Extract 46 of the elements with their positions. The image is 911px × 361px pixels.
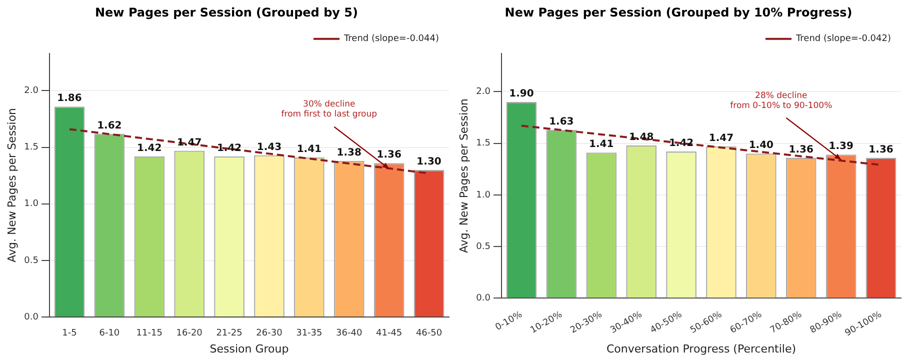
- annotation: 28% decline from 0-10% to 90-100%: [730, 90, 832, 111]
- x-tick-label: 31-35: [296, 328, 322, 339]
- y-tick-label: 2.0: [24, 86, 39, 96]
- x-axis-title: Conversation Progress (Percentile): [606, 342, 796, 356]
- data-label: 1.39: [828, 141, 854, 152]
- x-tick-label: 6-10: [99, 328, 120, 339]
- y-tick-label: 2.0: [476, 86, 491, 97]
- data-label: 1.90: [509, 88, 534, 100]
- y-tick-label: 0.5: [476, 242, 491, 252]
- y-tick-label: 1.0: [24, 199, 39, 210]
- data-label: 1.41: [589, 139, 614, 150]
- legend-label: Trend (slope=-0.044): [342, 34, 439, 44]
- y-tick-label: 1.5: [24, 142, 39, 153]
- data-label: 1.40: [748, 140, 774, 152]
- data-label: 1.36: [788, 144, 814, 156]
- data-label: 1.36: [376, 150, 402, 161]
- y-tick-label: 1.0: [476, 190, 491, 200]
- x-tick-label: 46-50: [416, 328, 442, 339]
- y-tick-label: 0.0: [476, 294, 491, 304]
- data-label: 1.30: [416, 156, 442, 168]
- annotation: 30% decline from first to last group: [281, 100, 378, 120]
- y-tick-label: 0.5: [24, 256, 39, 266]
- data-label: 1.43: [256, 142, 282, 153]
- x-tick-label: 21-25: [216, 328, 242, 339]
- legend-label: Trend (slope=-0.042): [794, 34, 891, 44]
- data-label: 1.42: [137, 142, 162, 154]
- x-tick-label: 26-30: [256, 328, 283, 339]
- data-label: 1.47: [708, 132, 734, 144]
- x-tick-label: 36-40: [336, 328, 362, 339]
- x-tick-label: 11-15: [136, 328, 162, 339]
- chart-title: New Pages per Session (Grouped by 5): [95, 5, 358, 20]
- x-tick-label: 1-5: [62, 328, 77, 339]
- chart-title: New Pages per Session (Grouped by 10% Progress): [504, 5, 852, 20]
- data-label: 1.86: [57, 93, 82, 104]
- data-label: 1.41: [296, 144, 322, 156]
- data-label: 1.38: [336, 147, 362, 158]
- x-axis-title: Session Group: [210, 342, 289, 356]
- x-tick-label: 41-45: [376, 328, 402, 339]
- y-tick-label: 0.0: [24, 312, 39, 322]
- y-tick-label: 1.5: [476, 138, 491, 149]
- data-label: 1.36: [868, 144, 894, 156]
- data-label: 1.63: [549, 116, 574, 128]
- data-label: 1.62: [97, 120, 122, 132]
- y-axis-title: Avg. New Pages per Session: [5, 108, 18, 262]
- x-tick-label: 16-20: [176, 328, 203, 339]
- y-axis-title: Avg. New Pages per Session: [457, 98, 470, 254]
